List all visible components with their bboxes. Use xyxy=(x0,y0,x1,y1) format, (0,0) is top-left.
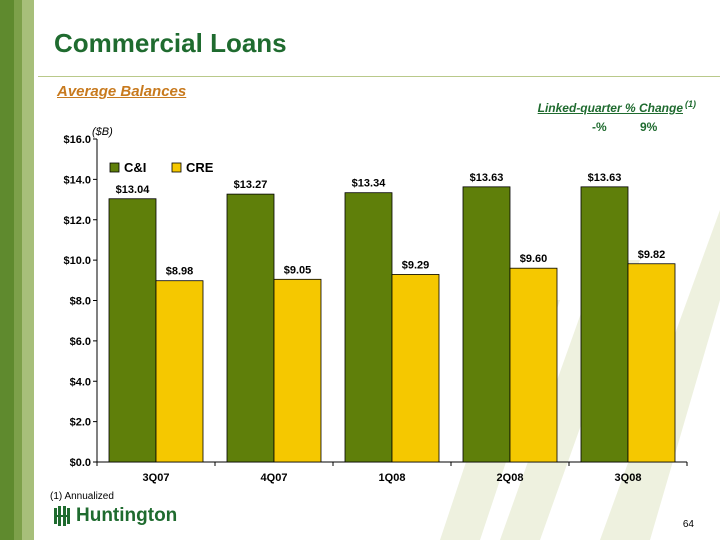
bar-cni xyxy=(462,186,511,463)
x-tick-label: 4Q07 xyxy=(261,472,288,484)
bar-cre xyxy=(627,263,676,463)
slide-subtitle: Average Balances xyxy=(57,83,187,100)
data-label-cre: $9.82 xyxy=(638,249,666,261)
bar-cni xyxy=(580,186,629,463)
y-tick-label: $2.0 xyxy=(70,417,91,429)
legend-swatch-cni xyxy=(109,162,120,173)
y-tick-label: $14.0 xyxy=(63,174,91,186)
legend-label-cre: CRE xyxy=(186,160,214,175)
huntington-logo: Huntington xyxy=(54,505,177,527)
linked-quarter-footnote-marker: (1) xyxy=(685,99,696,109)
stripe-light xyxy=(22,0,34,540)
data-label-cre: $9.29 xyxy=(402,259,430,271)
data-label-cni: $13.34 xyxy=(352,178,387,190)
bar-cre xyxy=(391,274,440,463)
data-label-cni: $13.63 xyxy=(588,172,622,184)
data-label-cre: $8.98 xyxy=(166,266,194,278)
stripe-mid xyxy=(14,0,22,540)
x-tick-label: 1Q08 xyxy=(379,472,406,484)
bar-cre xyxy=(273,278,322,463)
y-tick-label: $8.0 xyxy=(70,296,91,308)
y-tick-label: $12.0 xyxy=(63,215,91,227)
linked-quarter-cni-change: -% xyxy=(592,120,607,134)
linked-quarter-cre-change: 9% xyxy=(640,120,658,134)
y-tick-label: $4.0 xyxy=(70,376,91,388)
title-divider xyxy=(38,76,720,77)
stripe-dark xyxy=(0,0,14,540)
data-label-cre: $9.60 xyxy=(520,253,548,265)
bar-cni xyxy=(108,198,157,463)
bar-cre xyxy=(155,280,204,463)
page-number: 64 xyxy=(682,519,694,530)
legend-label-cni: C&I xyxy=(124,160,146,175)
chart-units-label: ($B) xyxy=(92,126,113,138)
huntington-logo-text: Huntington xyxy=(76,505,178,526)
y-tick-label: $10.0 xyxy=(63,255,91,267)
slide-title: Commercial Loans xyxy=(54,28,287,58)
data-label-cre: $9.05 xyxy=(284,264,312,276)
footnote: (1) Annualized xyxy=(50,491,114,502)
linked-quarter-title-text: Linked-quarter % Change xyxy=(537,101,683,115)
x-tick-label: 3Q07 xyxy=(143,472,170,484)
y-tick-label: $0.0 xyxy=(70,457,91,469)
bar-cni xyxy=(226,193,275,463)
data-label-cni: $13.63 xyxy=(470,172,504,184)
huntington-logo-icon xyxy=(54,506,70,526)
x-tick-label: 3Q08 xyxy=(615,472,642,484)
legend-swatch-cre xyxy=(171,162,182,173)
y-tick-label: $16.0 xyxy=(63,134,91,146)
left-decorative-stripe xyxy=(0,0,38,540)
bar-cni xyxy=(344,192,393,463)
linked-quarter-title: Linked-quarter % Change (1) xyxy=(538,99,696,115)
data-label-cni: $13.27 xyxy=(234,179,268,191)
x-tick-label: 2Q08 xyxy=(497,472,524,484)
y-tick-label: $6.0 xyxy=(70,336,91,348)
bar-cre xyxy=(509,267,558,463)
data-label-cni: $13.04 xyxy=(116,184,151,196)
